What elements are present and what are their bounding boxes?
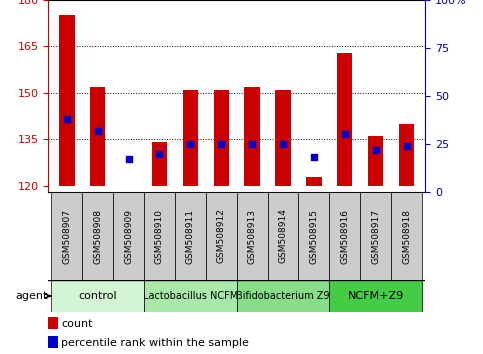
Bar	[237, 192, 268, 280]
Text: GSM508908: GSM508908	[93, 209, 102, 263]
Bar	[144, 192, 175, 280]
Bar	[298, 192, 329, 280]
Text: GSM508914: GSM508914	[279, 209, 287, 263]
Bar	[51, 280, 144, 312]
Bar	[237, 280, 329, 312]
Bar	[59, 16, 74, 186]
Point	[403, 143, 411, 149]
Bar	[391, 192, 422, 280]
Bar	[183, 90, 198, 186]
Bar	[268, 192, 298, 280]
Text: GSM508910: GSM508910	[155, 209, 164, 263]
Text: GSM508912: GSM508912	[217, 209, 226, 263]
Bar	[329, 192, 360, 280]
Point	[341, 132, 349, 137]
Bar	[90, 87, 105, 186]
Text: percentile rank within the sample: percentile rank within the sample	[61, 338, 249, 348]
Text: Lactobacillus NCFM: Lactobacillus NCFM	[142, 291, 238, 301]
Point	[156, 151, 163, 156]
Bar	[113, 192, 144, 280]
Bar	[368, 136, 384, 186]
Point	[125, 156, 132, 162]
Point	[217, 141, 225, 147]
Text: GSM508911: GSM508911	[186, 209, 195, 263]
Bar	[175, 192, 206, 280]
Bar	[51, 192, 82, 280]
Bar	[213, 90, 229, 186]
Text: NCFM+Z9: NCFM+Z9	[347, 291, 404, 301]
Point	[372, 147, 380, 153]
Text: count: count	[61, 319, 93, 329]
Point	[310, 155, 318, 160]
Point	[94, 128, 101, 133]
Bar	[337, 53, 353, 186]
Text: GSM508915: GSM508915	[310, 209, 318, 263]
Bar	[144, 280, 237, 312]
Bar	[206, 192, 237, 280]
Bar	[360, 192, 391, 280]
Point	[63, 116, 71, 122]
Bar	[82, 192, 113, 280]
Bar	[329, 280, 422, 312]
Point	[186, 141, 194, 147]
Bar	[244, 87, 260, 186]
Point	[248, 141, 256, 147]
Bar	[48, 336, 58, 348]
Bar	[48, 317, 58, 329]
Bar	[306, 177, 322, 186]
Text: agent: agent	[15, 291, 48, 301]
Text: control: control	[78, 291, 117, 301]
Text: GSM508917: GSM508917	[371, 209, 380, 263]
Point	[279, 141, 287, 147]
Text: GSM508918: GSM508918	[402, 209, 411, 263]
Bar	[399, 124, 414, 186]
Bar	[275, 90, 291, 186]
Text: Bifidobacterium Z9: Bifidobacterium Z9	[236, 291, 330, 301]
Text: GSM508907: GSM508907	[62, 209, 71, 263]
Text: GSM508913: GSM508913	[248, 209, 256, 263]
Bar	[152, 142, 167, 186]
Text: GSM508916: GSM508916	[340, 209, 349, 263]
Text: GSM508909: GSM508909	[124, 209, 133, 263]
